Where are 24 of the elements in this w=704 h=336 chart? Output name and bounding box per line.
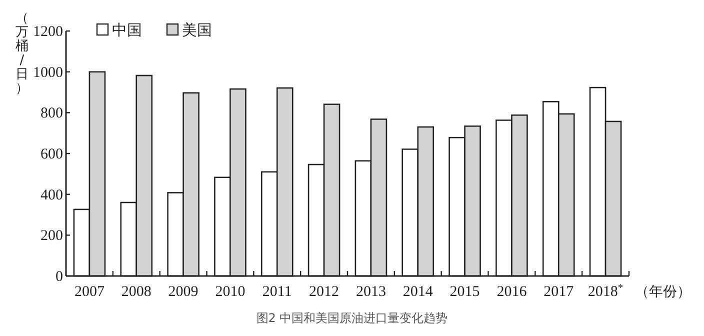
x-tick-label: 2010 [215,284,246,300]
x-tick-label: 2011 [262,284,292,300]
x-axis-title: （年份） [635,284,691,300]
x-tick-label: 2007 [74,284,105,300]
x-tick-label: 2014 [402,284,434,300]
y-tick-label: 400 [40,187,63,204]
legend-label: 中国 [112,21,142,39]
y-tick-label: 1000 [33,64,63,81]
x-tick-label: 2017 [544,284,574,300]
x-tick-label: 2016 [496,284,528,300]
x-tick-label: 2008 [121,284,152,300]
x-tick-label: 2018$^{*}$ [588,282,624,300]
x-tick-label: 2013 [356,284,386,300]
y-tick-label: 0 [56,269,63,285]
y-axis-title: （万桶/日） [16,11,28,96]
legend-label: 美国 [182,21,212,39]
text: 图2 中国和美国原油进口量变化趋势 [256,311,448,325]
y-tick-label: 1200 [33,24,63,40]
y-tick-label: 800 [40,106,63,122]
x-tick-label: 2015 [450,284,480,300]
y-tick-label: 600 [40,146,63,162]
y-tick-label: 200 [40,228,63,244]
x-tick-label: 2009 [168,284,198,300]
x-tick-label: 2012 [309,284,340,300]
